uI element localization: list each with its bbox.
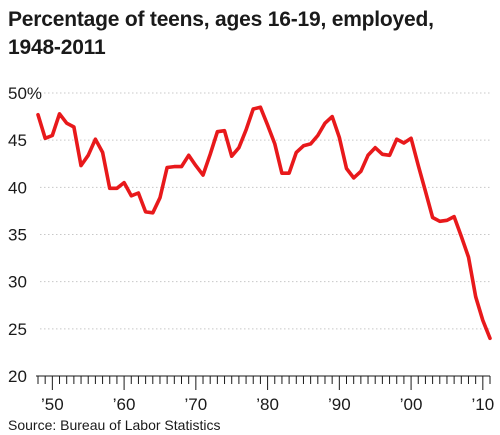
x-axis: ’50 ’60 ’70 ’80 ’90 ’00 ’10: [36, 375, 494, 414]
x-tick-label: ’90: [328, 395, 351, 414]
y-tick-label: 50%: [8, 84, 42, 103]
x-tick-label: ’10: [471, 395, 494, 414]
chart-title: Percentage of teens, ages 16-19, employe…: [8, 8, 434, 59]
x-tick-label: ’70: [184, 395, 207, 414]
y-tick-label: 20: [8, 367, 27, 386]
x-tick-label: ’50: [41, 395, 64, 414]
series-line: [36, 105, 492, 341]
y-tick-label: 25: [8, 320, 27, 339]
source-note: Source: Bureau of Labor Statistics: [8, 417, 221, 433]
y-tick-label: 40: [8, 178, 27, 197]
x-tick-label: ’80: [256, 395, 279, 414]
x-tick-label: ’60: [113, 395, 136, 414]
gridlines: [40, 92, 490, 330]
y-tick-label: 45: [8, 131, 27, 150]
x-tick-label: ’00: [400, 395, 423, 414]
series-layer: [36, 105, 492, 341]
y-tick-label: 35: [8, 226, 27, 245]
y-tick-label: 30: [8, 273, 27, 292]
y-axis: 50% 45 40 35 30 25 20: [8, 84, 42, 386]
